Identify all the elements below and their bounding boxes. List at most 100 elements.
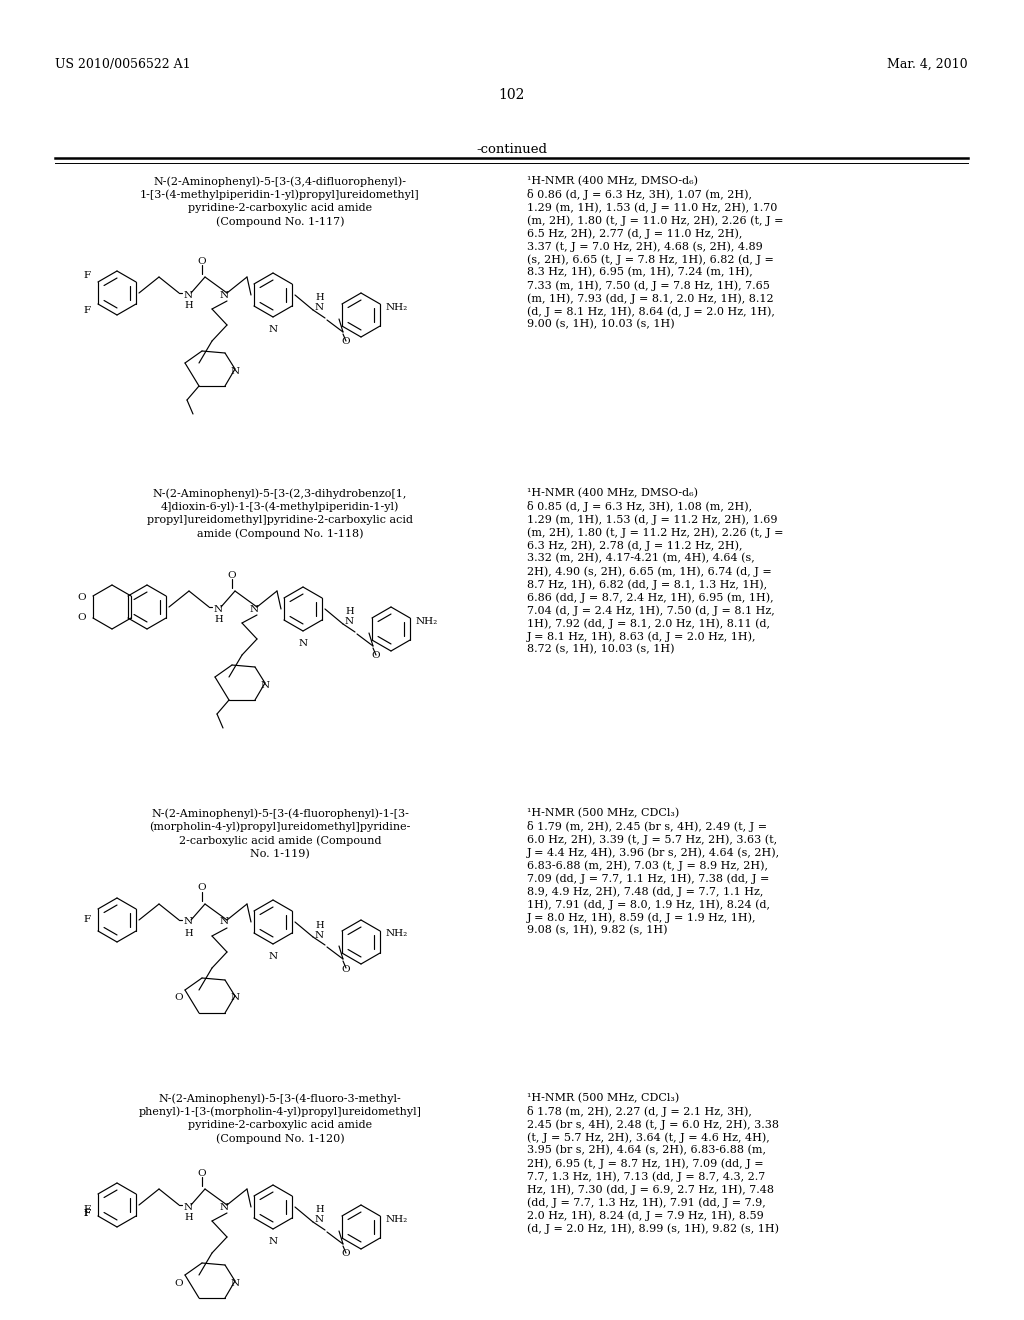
Text: (morpholin-4-yl)propyl]ureidomethyl]pyridine-: (morpholin-4-yl)propyl]ureidomethyl]pyri…	[150, 821, 411, 832]
Text: J = 8.0 Hz, 1H), 8.59 (d, J = 1.9 Hz, 1H),: J = 8.0 Hz, 1H), 8.59 (d, J = 1.9 Hz, 1H…	[527, 912, 757, 923]
Text: 4]dioxin-6-yl)-1-[3-(4-methylpiperidin-1-yl): 4]dioxin-6-yl)-1-[3-(4-methylpiperidin-1…	[161, 502, 399, 512]
Text: NH₂: NH₂	[386, 929, 409, 939]
Text: F: F	[84, 1209, 91, 1217]
Text: N: N	[231, 367, 240, 375]
Text: 1H), 7.92 (dd, J = 8.1, 2.0 Hz, 1H), 8.11 (d,: 1H), 7.92 (dd, J = 8.1, 2.0 Hz, 1H), 8.1…	[527, 618, 770, 628]
Text: 7.33 (m, 1H), 7.50 (d, J = 7.8 Hz, 1H), 7.65: 7.33 (m, 1H), 7.50 (d, J = 7.8 Hz, 1H), …	[527, 280, 770, 290]
Text: 9.08 (s, 1H), 9.82 (s, 1H): 9.08 (s, 1H), 9.82 (s, 1H)	[527, 925, 668, 936]
Text: N-(2-Aminophenyl)-5-[3-(4-fluoro-3-methyl-: N-(2-Aminophenyl)-5-[3-(4-fluoro-3-methy…	[159, 1093, 401, 1104]
Text: F: F	[84, 1205, 91, 1214]
Text: 8.9, 4.9 Hz, 2H), 7.48 (dd, J = 7.7, 1.1 Hz,: 8.9, 4.9 Hz, 2H), 7.48 (dd, J = 7.7, 1.1…	[527, 886, 763, 896]
Text: 6.0 Hz, 2H), 3.39 (t, J = 5.7 Hz, 2H), 3.63 (t,: 6.0 Hz, 2H), 3.39 (t, J = 5.7 Hz, 2H), 3…	[527, 834, 777, 845]
Text: 7.7, 1.3 Hz, 1H), 7.13 (dd, J = 8.7, 4.3, 2.7: 7.7, 1.3 Hz, 1H), 7.13 (dd, J = 8.7, 4.3…	[527, 1171, 765, 1181]
Text: 3.32 (m, 2H), 4.17-4.21 (m, 4H), 4.64 (s,: 3.32 (m, 2H), 4.17-4.21 (m, 4H), 4.64 (s…	[527, 553, 755, 564]
Text: 3.37 (t, J = 7.0 Hz, 2H), 4.68 (s, 2H), 4.89: 3.37 (t, J = 7.0 Hz, 2H), 4.68 (s, 2H), …	[527, 242, 763, 252]
Text: 2.0 Hz, 1H), 8.24 (d, J = 7.9 Hz, 1H), 8.59: 2.0 Hz, 1H), 8.24 (d, J = 7.9 Hz, 1H), 8…	[527, 1210, 764, 1221]
Text: N: N	[268, 325, 278, 334]
Text: (s, 2H), 6.65 (t, J = 7.8 Hz, 1H), 6.82 (d, J =: (s, 2H), 6.65 (t, J = 7.8 Hz, 1H), 6.82 …	[527, 253, 774, 264]
Text: (Compound No. 1-120): (Compound No. 1-120)	[216, 1134, 344, 1144]
Text: F: F	[84, 1209, 91, 1217]
Text: H: H	[184, 1213, 193, 1222]
Text: O: O	[198, 1168, 206, 1177]
Text: NH₂: NH₂	[416, 616, 438, 626]
Text: (m, 2H), 1.80 (t, J = 11.2 Hz, 2H), 2.26 (t, J =: (m, 2H), 1.80 (t, J = 11.2 Hz, 2H), 2.26…	[527, 527, 783, 537]
Text: H: H	[315, 920, 324, 929]
Text: ¹H-NMR (400 MHz, DMSO-d₆): ¹H-NMR (400 MHz, DMSO-d₆)	[527, 176, 698, 186]
Text: O: O	[342, 965, 350, 974]
Text: ¹H-NMR (500 MHz, CDCl₃): ¹H-NMR (500 MHz, CDCl₃)	[527, 808, 679, 818]
Text: N-(2-Aminophenyl)-5-[3-(4-fluorophenyl)-1-[3-: N-(2-Aminophenyl)-5-[3-(4-fluorophenyl)-…	[152, 808, 409, 818]
Text: O: O	[198, 883, 206, 892]
Text: 3.95 (br s, 2H), 4.64 (s, 2H), 6.83-6.88 (m,: 3.95 (br s, 2H), 4.64 (s, 2H), 6.83-6.88…	[527, 1144, 766, 1155]
Text: 102: 102	[499, 88, 525, 102]
Text: pyridine-2-carboxylic acid amide: pyridine-2-carboxylic acid amide	[188, 203, 372, 213]
Text: N: N	[231, 1279, 240, 1287]
Text: N: N	[219, 290, 228, 300]
Text: 1.29 (m, 1H), 1.53 (d, J = 11.2 Hz, 2H), 1.69: 1.29 (m, 1H), 1.53 (d, J = 11.2 Hz, 2H),…	[527, 513, 777, 524]
Text: ¹H-NMR (500 MHz, CDCl₃): ¹H-NMR (500 MHz, CDCl₃)	[527, 1093, 679, 1104]
Text: 7.04 (d, J = 2.4 Hz, 1H), 7.50 (d, J = 8.1 Hz,: 7.04 (d, J = 2.4 Hz, 1H), 7.50 (d, J = 8…	[527, 605, 775, 615]
Text: N: N	[184, 917, 194, 927]
Text: Mar. 4, 2010: Mar. 4, 2010	[888, 58, 968, 71]
Text: F: F	[84, 272, 91, 280]
Text: O: O	[78, 612, 86, 622]
Text: H: H	[315, 1205, 324, 1214]
Text: O: O	[342, 338, 350, 346]
Text: propyl]ureidomethyl]pyridine-2-carboxylic acid: propyl]ureidomethyl]pyridine-2-carboxyli…	[147, 515, 413, 525]
Text: N: N	[298, 639, 307, 648]
Text: N: N	[315, 304, 325, 313]
Text: O: O	[198, 256, 206, 265]
Text: (m, 2H), 1.80 (t, J = 11.0 Hz, 2H), 2.26 (t, J =: (m, 2H), 1.80 (t, J = 11.0 Hz, 2H), 2.26…	[527, 215, 783, 226]
Text: F: F	[84, 305, 91, 314]
Text: NH₂: NH₂	[386, 302, 409, 312]
Text: 8.72 (s, 1H), 10.03 (s, 1H): 8.72 (s, 1H), 10.03 (s, 1H)	[527, 644, 675, 655]
Text: NH₂: NH₂	[386, 1214, 409, 1224]
Text: N: N	[219, 1203, 228, 1212]
Text: (d, J = 8.1 Hz, 1H), 8.64 (d, J = 2.0 Hz, 1H),: (d, J = 8.1 Hz, 1H), 8.64 (d, J = 2.0 Hz…	[527, 306, 775, 317]
Text: Hz, 1H), 7.30 (dd, J = 6.9, 2.7 Hz, 1H), 7.48: Hz, 1H), 7.30 (dd, J = 6.9, 2.7 Hz, 1H),…	[527, 1184, 774, 1195]
Text: H: H	[315, 293, 324, 302]
Text: O: O	[78, 593, 86, 602]
Text: 6.3 Hz, 2H), 2.78 (d, J = 11.2 Hz, 2H),: 6.3 Hz, 2H), 2.78 (d, J = 11.2 Hz, 2H),	[527, 540, 742, 550]
Text: O: O	[174, 1279, 183, 1287]
Text: N: N	[268, 952, 278, 961]
Text: (t, J = 5.7 Hz, 2H), 3.64 (t, J = 4.6 Hz, 4H),: (t, J = 5.7 Hz, 2H), 3.64 (t, J = 4.6 Hz…	[527, 1133, 770, 1143]
Text: 1.29 (m, 1H), 1.53 (d, J = 11.0 Hz, 2H), 1.70: 1.29 (m, 1H), 1.53 (d, J = 11.0 Hz, 2H),…	[527, 202, 777, 213]
Text: US 2010/0056522 A1: US 2010/0056522 A1	[55, 58, 190, 71]
Text: N: N	[345, 618, 354, 627]
Text: H: H	[184, 301, 193, 310]
Text: δ 1.78 (m, 2H), 2.27 (d, J = 2.1 Hz, 3H),: δ 1.78 (m, 2H), 2.27 (d, J = 2.1 Hz, 3H)…	[527, 1106, 752, 1117]
Text: N: N	[184, 290, 194, 300]
Text: 2-carboxylic acid amide (Compound: 2-carboxylic acid amide (Compound	[179, 836, 381, 846]
Text: (Compound No. 1-117): (Compound No. 1-117)	[216, 216, 344, 227]
Text: δ 0.86 (d, J = 6.3 Hz, 3H), 1.07 (m, 2H),: δ 0.86 (d, J = 6.3 Hz, 3H), 1.07 (m, 2H)…	[527, 189, 752, 201]
Text: 6.5 Hz, 2H), 2.77 (d, J = 11.0 Hz, 2H),: 6.5 Hz, 2H), 2.77 (d, J = 11.0 Hz, 2H),	[527, 228, 742, 239]
Text: N: N	[231, 994, 240, 1002]
Text: 8.7 Hz, 1H), 6.82 (dd, J = 8.1, 1.3 Hz, 1H),: 8.7 Hz, 1H), 6.82 (dd, J = 8.1, 1.3 Hz, …	[527, 579, 767, 590]
Text: -continued: -continued	[476, 143, 548, 156]
Text: (m, 1H), 7.93 (dd, J = 8.1, 2.0 Hz, 1H), 8.12: (m, 1H), 7.93 (dd, J = 8.1, 2.0 Hz, 1H),…	[527, 293, 773, 304]
Text: 1H), 7.91 (dd, J = 8.0, 1.9 Hz, 1H), 8.24 (d,: 1H), 7.91 (dd, J = 8.0, 1.9 Hz, 1H), 8.2…	[527, 899, 770, 909]
Text: δ 0.85 (d, J = 6.3 Hz, 3H), 1.08 (m, 2H),: δ 0.85 (d, J = 6.3 Hz, 3H), 1.08 (m, 2H)…	[527, 502, 752, 512]
Text: N: N	[219, 917, 228, 927]
Text: H: H	[184, 928, 193, 937]
Text: O: O	[372, 652, 380, 660]
Text: N: N	[268, 1237, 278, 1246]
Text: pyridine-2-carboxylic acid amide: pyridine-2-carboxylic acid amide	[188, 1119, 372, 1130]
Text: 6.83-6.88 (m, 2H), 7.03 (t, J = 8.9 Hz, 2H),: 6.83-6.88 (m, 2H), 7.03 (t, J = 8.9 Hz, …	[527, 861, 768, 871]
Text: J = 4.4 Hz, 4H), 3.96 (br s, 2H), 4.64 (s, 2H),: J = 4.4 Hz, 4H), 3.96 (br s, 2H), 4.64 (…	[527, 847, 780, 858]
Text: N-(2-Aminophenyl)-5-[3-(2,3-dihydrobenzo[1,: N-(2-Aminophenyl)-5-[3-(2,3-dihydrobenzo…	[153, 488, 408, 499]
Text: δ 1.79 (m, 2H), 2.45 (br s, 4H), 2.49 (t, J =: δ 1.79 (m, 2H), 2.45 (br s, 4H), 2.49 (t…	[527, 821, 767, 832]
Text: ¹H-NMR (400 MHz, DMSO-d₆): ¹H-NMR (400 MHz, DMSO-d₆)	[527, 488, 698, 499]
Text: N-(2-Aminophenyl)-5-[3-(3,4-difluorophenyl)-: N-(2-Aminophenyl)-5-[3-(3,4-difluorophen…	[154, 176, 407, 186]
Text: 2.45 (br s, 4H), 2.48 (t, J = 6.0 Hz, 2H), 3.38: 2.45 (br s, 4H), 2.48 (t, J = 6.0 Hz, 2H…	[527, 1119, 779, 1130]
Text: N: N	[214, 605, 223, 614]
Text: O: O	[174, 994, 183, 1002]
Text: F: F	[84, 916, 91, 924]
Text: 7.09 (dd, J = 7.7, 1.1 Hz, 1H), 7.38 (dd, J =: 7.09 (dd, J = 7.7, 1.1 Hz, 1H), 7.38 (dd…	[527, 873, 769, 883]
Text: N: N	[250, 605, 259, 614]
Text: No. 1-119): No. 1-119)	[250, 849, 310, 859]
Text: N: N	[315, 931, 325, 940]
Text: N: N	[184, 1203, 194, 1212]
Text: N: N	[315, 1216, 325, 1225]
